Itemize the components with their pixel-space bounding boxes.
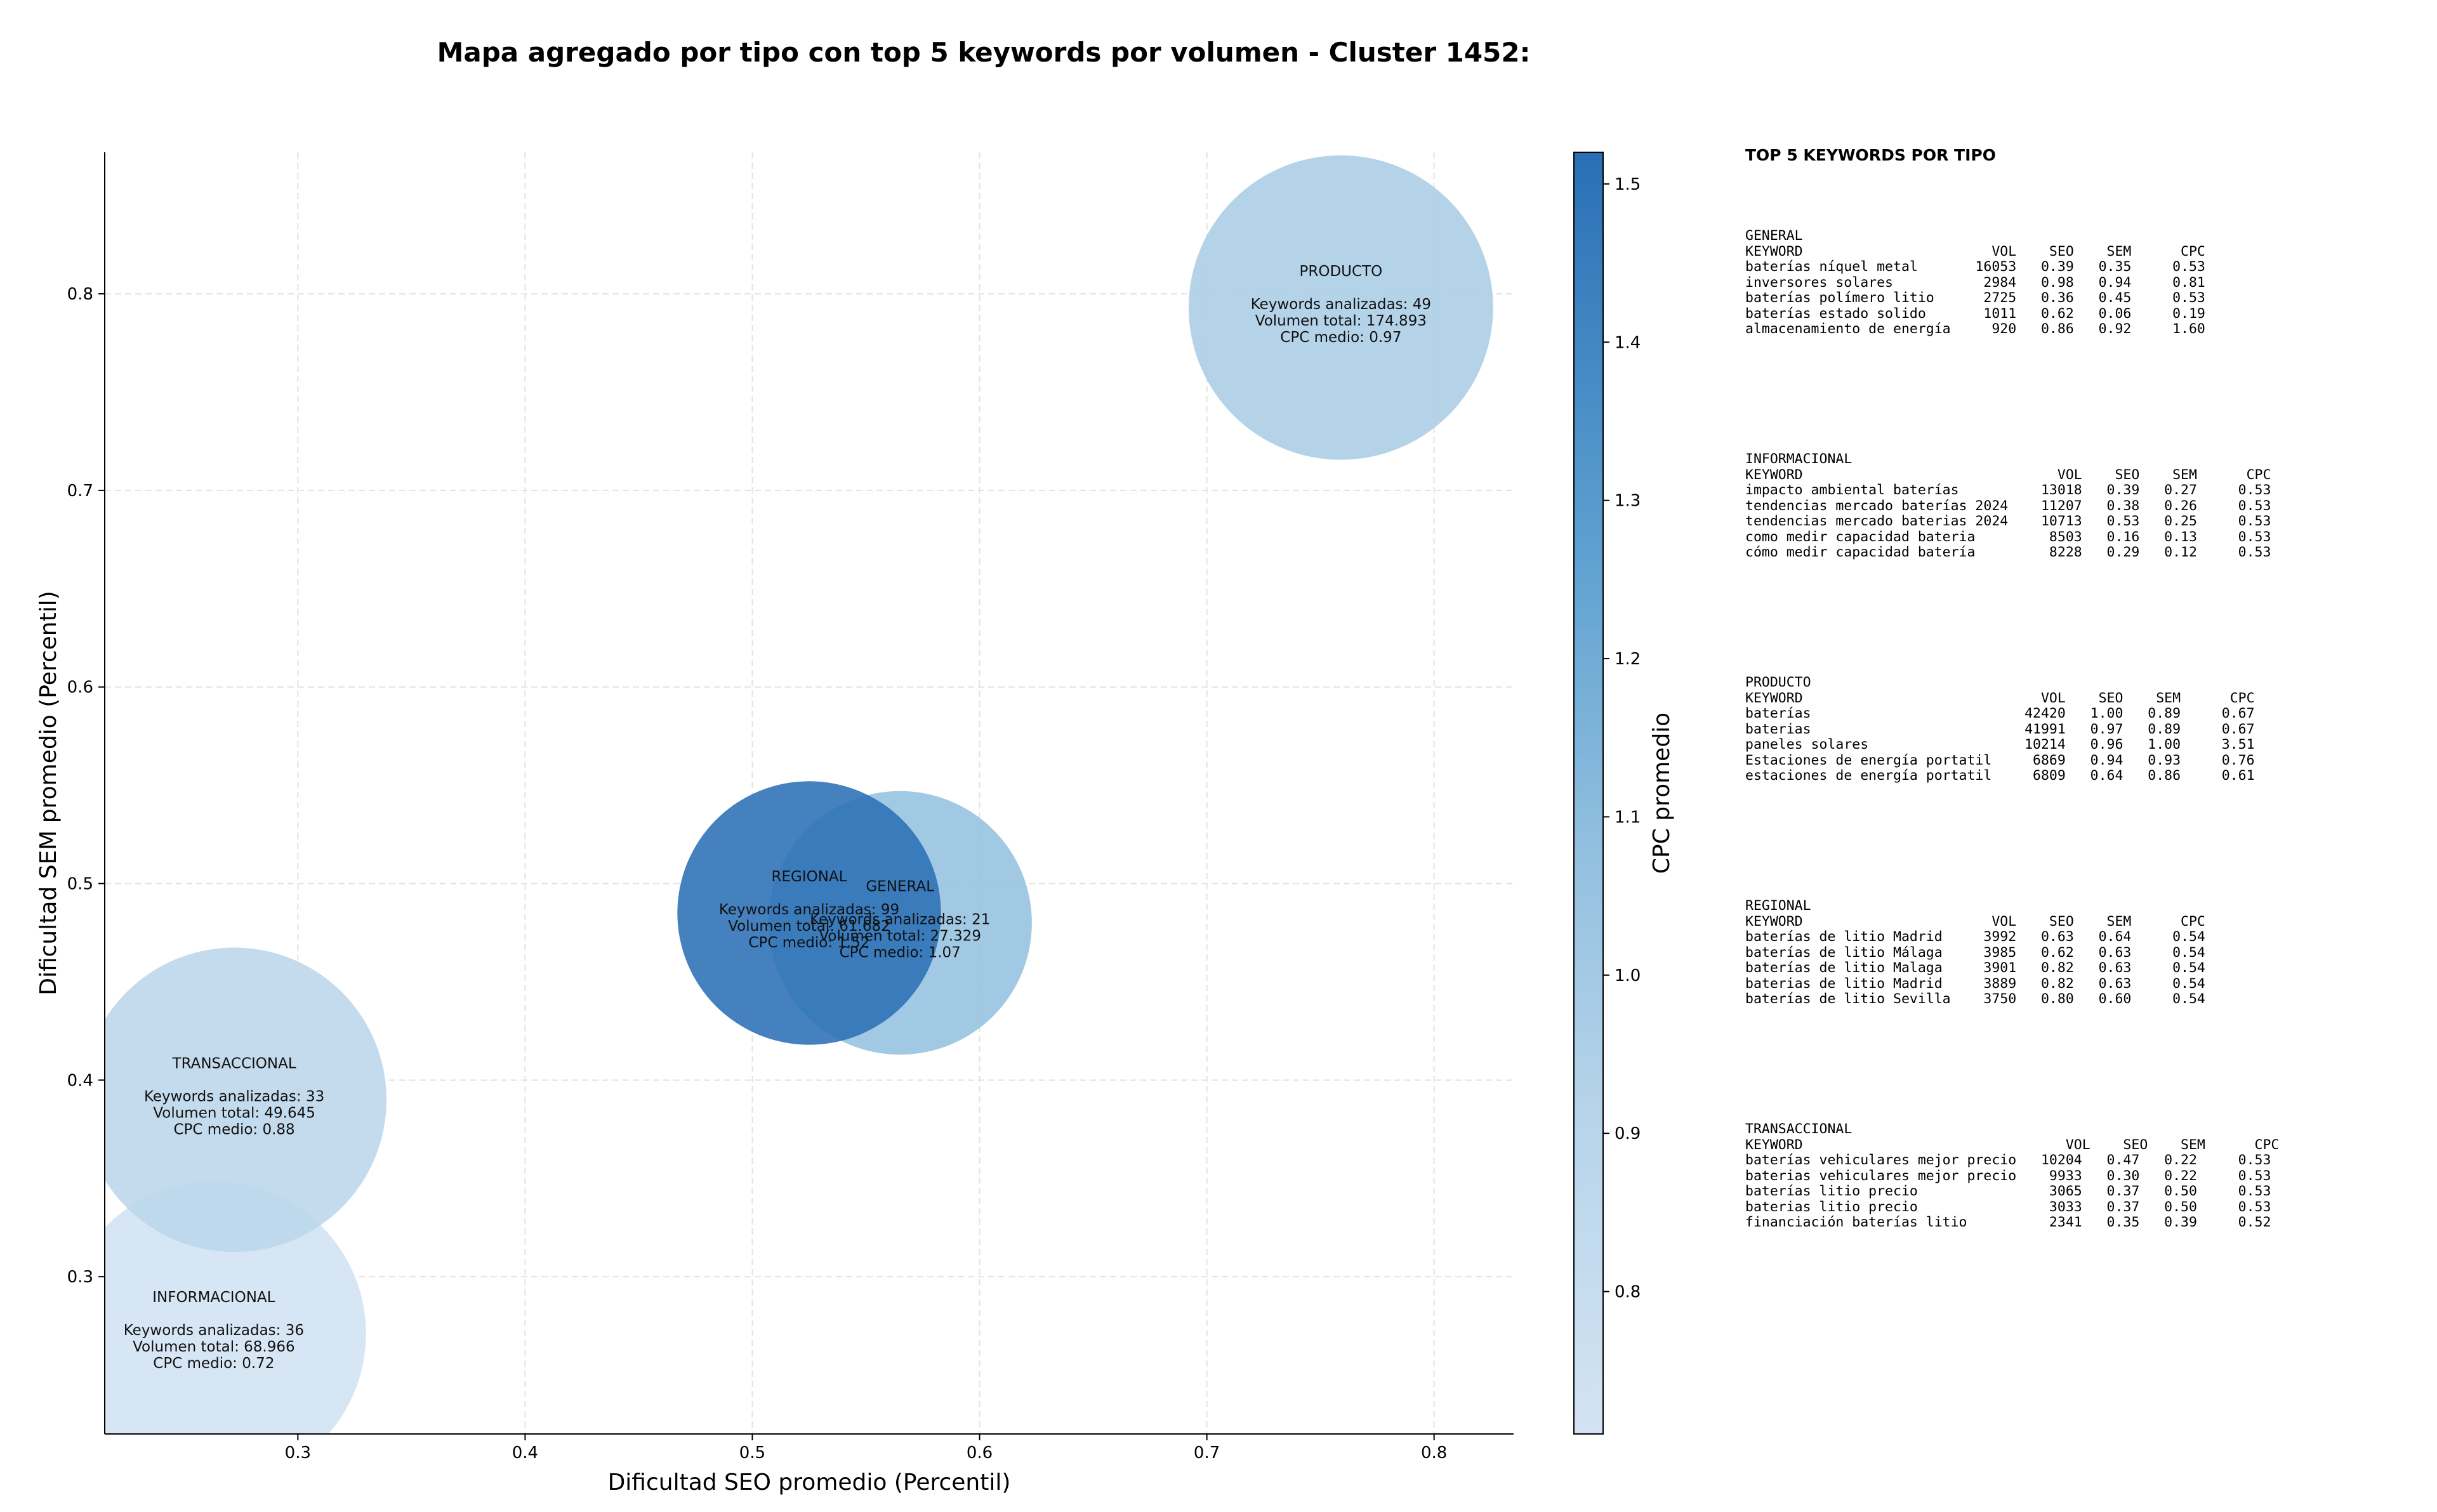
keyword-table-header: KEYWORD VOL SEO SEM CPC — [1745, 690, 2255, 706]
colorbar-tick-label: 0.9 — [1615, 1124, 1641, 1143]
keyword-table-row: tendencias mercado baterías 2024 11207 0… — [1745, 497, 2271, 514]
bubble-label-cpc: CPC medio: 1.07 — [840, 944, 961, 961]
colorbar-tick-label: 1.4 — [1615, 333, 1641, 352]
keyword-table-row: baterías níquel metal 16053 0.39 0.35 0.… — [1745, 259, 2205, 275]
keyword-table-row: baterías vehiculares mejor precio 10204 … — [1745, 1152, 2271, 1168]
keyword-table-row: cómo medir capacidad batería 8228 0.29 0… — [1745, 544, 2271, 560]
keyword-block-producto: PRODUCTO KEYWORD VOL SEO SEM CPC baterías … — [1745, 674, 2255, 784]
bubble-label-keywords: Keywords analizadas: 21 — [810, 911, 990, 928]
bubble-layer — [105, 155, 1493, 1434]
bubble-label-keywords: Keywords analizadas: 33 — [144, 1088, 324, 1105]
keyword-table-header: KEYWORD VOL SEO SEM CPC — [1745, 466, 2271, 483]
colorbar-tick-label: 1.3 — [1615, 492, 1641, 511]
bubble-producto — [1188, 155, 1493, 460]
keyword-table-row: baterías litio precio 3065 0.37 0.50 0.5… — [1745, 1183, 2271, 1199]
keyword-block-informacional: INFORMACIONAL KEYWORD VOL SEO SEM CPC impa… — [1745, 451, 2271, 561]
bubble-label-keywords: Keywords analizadas: 99 — [719, 902, 899, 918]
y-tick-label: 0.4 — [67, 1071, 93, 1090]
colorbar-tick-label: 1.2 — [1615, 650, 1641, 669]
bubble-informacional — [105, 1181, 366, 1434]
y-tick-label: 0.3 — [67, 1268, 93, 1287]
bubble-label-volume: Volumen total: 174.893 — [1255, 313, 1427, 329]
x-axis-label: Dificultad SEO promedio (Percentil) — [608, 1469, 1011, 1496]
axes-layer: 0.3 0.4 0.5 0.6 0.7 0.8 0.3 0.4 0.5 0.6 0.7 0.8 Difi… — [36, 152, 1514, 1496]
bubble-label-volume: Volumen total: 27.329 — [819, 928, 981, 944]
bubble-label-volume: Volumen total: 61.682 — [728, 918, 890, 935]
x-tick-label: 0.5 — [739, 1443, 765, 1463]
keyword-table-header: KEYWORD VOL SEO SEM CPC — [1745, 913, 2205, 930]
colorbar-label: CPC promedio — [1649, 713, 1675, 874]
keyword-block-title: INFORMACIONAL — [1745, 451, 1853, 467]
bubble-label-keywords: Keywords analizadas: 36 — [124, 1322, 304, 1339]
y-tick-label: 0.7 — [67, 482, 93, 501]
keyword-table-header: KEYWORD VOL SEO SEM CPC — [1745, 243, 2205, 260]
keyword-table-row: almacenamiento de energía 920 0.86 0.92 … — [1745, 321, 2205, 337]
keyword-table-row: baterías de litio Sevilla 3750 0.80 0.60… — [1745, 991, 2205, 1007]
keyword-table-row: impacto ambiental baterías 13018 0.39 0.… — [1745, 482, 2271, 498]
keyword-block-general: GENERAL KEYWORD VOL SEO SEM CPC baterías n… — [1745, 228, 2205, 338]
chart-title: Mapa agregado por tipo con top 5 keyword… — [437, 37, 1531, 68]
keyword-table-row: baterías estado solido 1011 0.62 0.06 0.… — [1745, 305, 2205, 322]
bubble-transaccional — [105, 947, 386, 1252]
x-tick-label: 0.6 — [967, 1443, 993, 1463]
bubble-label-cpc: CPC medio: 1.52 — [748, 935, 869, 951]
keyword-table-row: baterias vehiculares mejor precio 9933 0… — [1745, 1167, 2271, 1184]
bubble-label-cpc: CPC medio: 0.72 — [153, 1355, 274, 1372]
keyword-table-row: baterias 41991 0.97 0.89 0.67 — [1745, 721, 2255, 737]
bubble-label-keywords: Keywords analizadas: 49 — [1251, 296, 1431, 313]
bubble-label-name: INFORMACIONAL — [152, 1289, 275, 1306]
bubble-label-name: REGIONAL — [772, 869, 847, 885]
bubble-label-cpc: CPC medio: 0.97 — [1280, 329, 1401, 346]
keyword-table-row: como medir capacidad bateria 8503 0.16 0… — [1745, 529, 2271, 545]
colorbar-tick-label: 1.5 — [1615, 175, 1641, 194]
keyword-block-title: TRANSACCIONAL — [1745, 1121, 1853, 1137]
y-tick-label: 0.5 — [67, 875, 93, 894]
keyword-table-row: baterías 42420 1.00 0.89 0.67 — [1745, 706, 2255, 721]
top-keywords-panel: TOP 5 KEYWORDS POR TIPO GENERAL KEYWORD V… — [1745, 146, 2412, 1230]
keyword-table-row: baterias de litio Madrid 3889 0.82 0.63 … — [1745, 975, 2205, 992]
keyword-block-regional: REGIONAL KEYWORD VOL SEO SEM CPC baterías … — [1745, 898, 2205, 1008]
keyword-table-row: baterías de litio Madrid 3992 0.63 0.64 … — [1745, 929, 2205, 945]
x-tick-label: 0.8 — [1421, 1443, 1447, 1463]
y-axis-label: Dificultad SEM promedio (Percentil) — [36, 591, 62, 996]
colorbar-tick-label: 0.8 — [1615, 1283, 1641, 1302]
y-tick-label: 0.8 — [67, 285, 93, 304]
bubble-label-volume: Volumen total: 68.966 — [133, 1339, 295, 1355]
keyword-table-row: baterías de litio Málaga 3985 0.62 0.63 … — [1745, 944, 2205, 961]
keyword-table-row: inversores solares 2984 0.98 0.94 0.81 — [1745, 274, 2205, 291]
y-tick-label: 0.6 — [67, 678, 93, 697]
colorbar-tick-label: 1.1 — [1615, 808, 1641, 827]
keyword-table-row: baterías polímero litio 2725 0.36 0.45 0… — [1745, 290, 2205, 306]
keyword-table-header: KEYWORD VOL SEO SEM CPC — [1745, 1136, 2280, 1153]
x-tick-label: 0.3 — [285, 1443, 311, 1463]
bubble-regional — [677, 781, 941, 1045]
keyword-table-row: estaciones de energía portatil 6809 0.64… — [1745, 768, 2255, 784]
bubble-label-name: PRODUCTO — [1300, 263, 1383, 280]
keyword-table-row: tendencias mercado baterias 2024 10713 0… — [1745, 513, 2271, 529]
keyword-table-row: paneles solares 10214 0.96 1.00 3.51 — [1745, 737, 2255, 753]
keyword-block-transaccional: TRANSACCIONAL KEYWORD VOL SEO SEM CPC bate… — [1745, 1121, 2280, 1231]
colorbar-gradient — [1573, 152, 1604, 1435]
keyword-block-title: GENERAL — [1745, 228, 1803, 244]
x-tick-label: 0.7 — [1194, 1443, 1220, 1463]
keyword-table-row: baterias litio precio 3033 0.37 0.50 0.5… — [1745, 1199, 2271, 1215]
top-keywords-title: TOP 5 KEYWORDS POR TIPO — [1745, 146, 1996, 164]
colorbar: 0.8 0.9 1.0 1.1 1.2 1.3 1.4 1.5 CPC promedio — [1573, 152, 1675, 1435]
bubble-label-name: GENERAL — [866, 878, 934, 895]
bubble-label-cpc: CPC medio: 0.88 — [174, 1121, 295, 1138]
bubble-label-volume: Volumen total: 49.645 — [153, 1105, 315, 1121]
keyword-table-row: financiación baterías litio 2341 0.35 0.… — [1745, 1214, 2271, 1230]
keyword-table-row: Estaciones de energía portatil 6869 0.94… — [1745, 752, 2255, 768]
keyword-table-row: baterías de litio Malaga 3901 0.82 0.63 … — [1745, 960, 2205, 976]
keyword-block-title: PRODUCTO — [1745, 674, 1811, 690]
colorbar-tick-label: 1.0 — [1615, 966, 1641, 985]
keyword-block-title: REGIONAL — [1745, 898, 1811, 914]
bubble-label-name: TRANSACCIONAL — [172, 1055, 296, 1072]
x-tick-label: 0.4 — [512, 1443, 538, 1463]
